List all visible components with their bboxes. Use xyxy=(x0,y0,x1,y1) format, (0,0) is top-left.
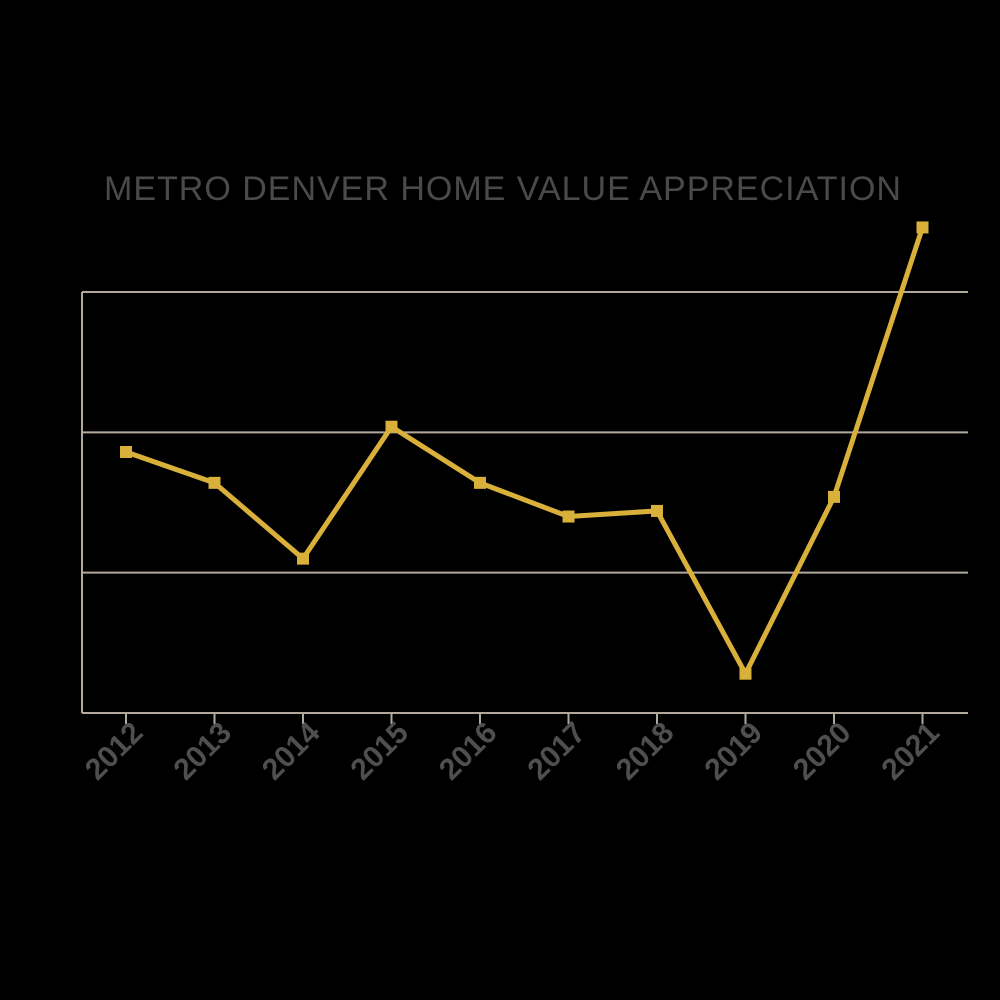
x-tick-label-2020: 2020 xyxy=(787,716,858,787)
axes xyxy=(81,292,968,724)
series-line-0 xyxy=(125,226,925,677)
data-point-2012 xyxy=(120,445,132,458)
x-tick-label-2019: 2019 xyxy=(699,716,770,787)
data-point-2019 xyxy=(739,667,752,680)
data-point-2015 xyxy=(385,420,398,433)
series-layer xyxy=(120,221,929,680)
data-point-2020 xyxy=(828,490,840,503)
chart-title: METRO DENVER HOME VALUE APPRECIATION xyxy=(104,170,902,208)
x-tick-label-2016: 2016 xyxy=(433,716,504,787)
x-tick-label-2014: 2014 xyxy=(256,716,327,787)
x-tick-label-2013: 2013 xyxy=(168,716,239,787)
x-tick-label-2021: 2021 xyxy=(876,716,947,787)
data-point-2017 xyxy=(562,510,575,523)
data-point-2013 xyxy=(208,476,221,489)
gridlines xyxy=(82,291,968,574)
x-tick-label-2015: 2015 xyxy=(345,716,416,787)
data-point-2018 xyxy=(651,504,663,517)
x-tick-labels: 2012 2013 2014 2015 2016 2017 2018 2019 2020 2021 xyxy=(79,716,946,787)
x-tick-label-2018: 2018 xyxy=(610,716,681,787)
x-tick-label-2012: 2012 xyxy=(79,716,150,787)
data-point-2021 xyxy=(916,221,929,234)
data-point-2016 xyxy=(474,476,486,489)
data-point-2014 xyxy=(297,552,309,565)
x-tick-label-2017: 2017 xyxy=(522,716,593,787)
